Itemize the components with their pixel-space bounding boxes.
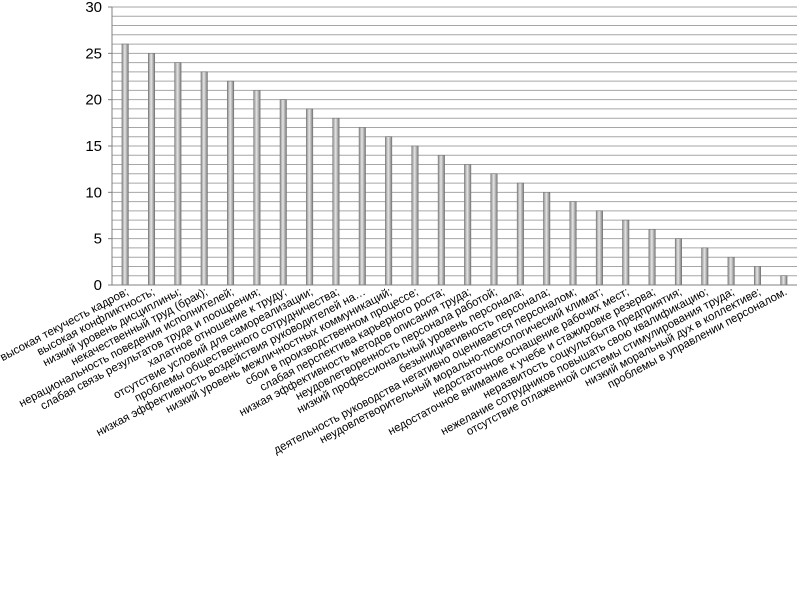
bar [543,192,551,286]
bar [227,80,235,286]
bar [622,219,630,286]
bar [411,145,419,286]
bar [490,173,498,286]
bar [648,229,656,286]
bar [174,62,182,286]
y-tick-label: 20 [85,92,102,109]
bar [306,108,314,286]
bar [332,117,340,286]
bar [437,155,445,286]
bar [780,275,788,286]
bar [200,71,208,286]
bar [385,136,393,286]
y-tick-label: 25 [85,45,102,62]
y-tick-label: 15 [85,138,102,155]
axes [108,6,797,286]
bar [358,127,366,286]
x-tick-labels: высокая текучесть кадров;высокая конфлик… [0,286,789,457]
y-tick-label: 5 [94,231,102,248]
bar [253,90,261,286]
bars [121,43,788,286]
bar [516,182,524,286]
bar [148,53,156,286]
bar [753,266,761,286]
bar [727,256,735,286]
bar [674,238,682,286]
bar [279,99,287,286]
y-tick-labels: 0 5 10 15 20 25 30 [85,0,102,294]
y-tick-label: 0 [94,277,102,294]
y-tick-label: 10 [85,184,102,201]
bar [464,164,472,286]
bar [121,43,129,286]
grid [112,6,797,277]
bar [569,201,577,286]
bar [595,210,603,286]
bar [701,247,709,286]
y-tick-label: 30 [85,0,102,16]
